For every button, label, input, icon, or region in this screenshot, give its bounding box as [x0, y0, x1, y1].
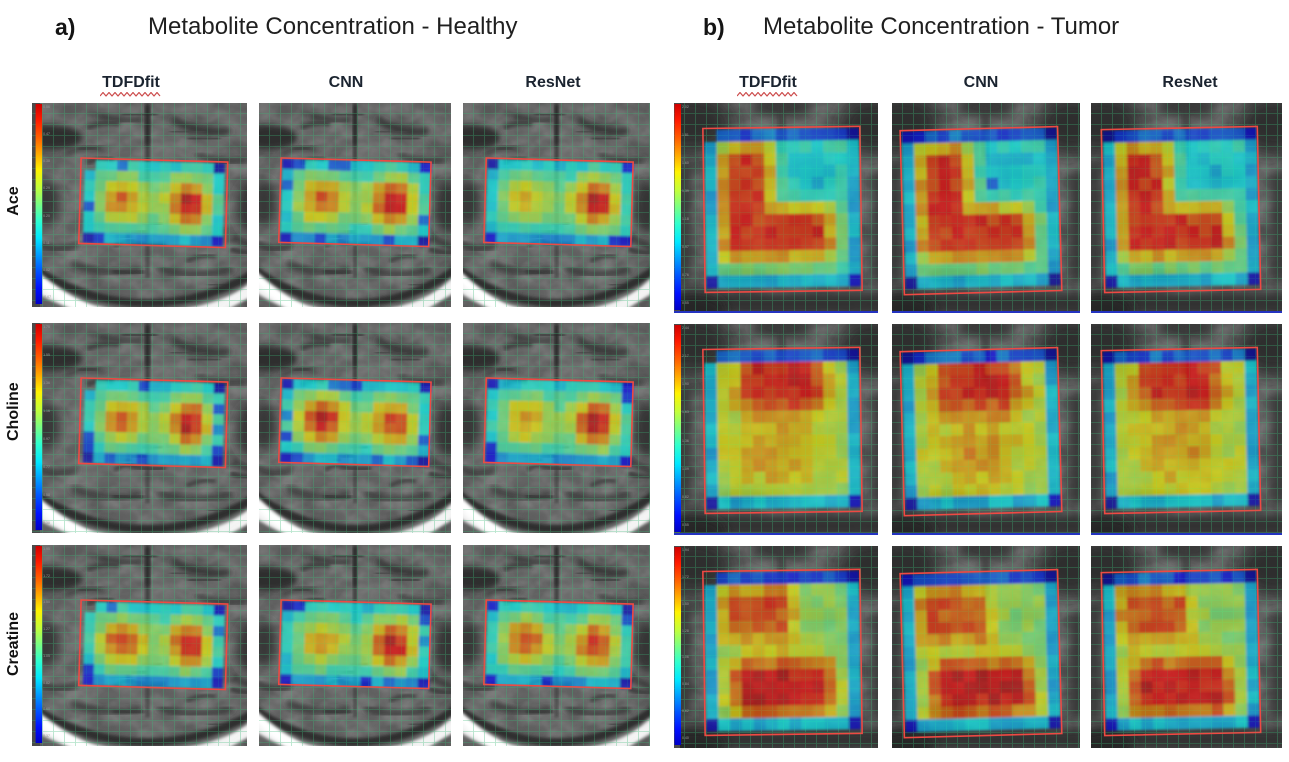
svg-text:0.56: 0.56: [43, 105, 50, 109]
svg-text:-0.07: -0.07: [43, 295, 51, 299]
svg-text:1.06: 1.06: [682, 655, 689, 659]
svg-text:1.72: 1.72: [682, 575, 689, 579]
svg-text:1.36: 1.36: [43, 381, 50, 385]
svg-text:0.82: 0.82: [682, 495, 689, 499]
svg-text:1.09: 1.09: [682, 467, 689, 471]
svg-text:0.60: 0.60: [43, 707, 50, 711]
svg-text:0.38: 0.38: [43, 159, 50, 163]
svg-text:1.05: 1.05: [43, 654, 50, 658]
svg-text:2.17: 2.17: [682, 354, 689, 358]
svg-text:0.58: 0.58: [43, 493, 50, 497]
svg-text:1.75: 1.75: [43, 325, 50, 329]
svg-text:1.18: 1.18: [682, 217, 689, 221]
svg-text:0.55: 0.55: [682, 523, 689, 527]
svg-text:0.40: 0.40: [682, 736, 689, 740]
svg-text:1.27: 1.27: [43, 627, 50, 631]
svg-text:0.55: 0.55: [682, 301, 689, 305]
svg-text:0.84: 0.84: [682, 682, 689, 686]
svg-text:0.97: 0.97: [682, 245, 689, 249]
svg-text:1.16: 1.16: [43, 409, 50, 413]
svg-text:1.36: 1.36: [682, 439, 689, 443]
svg-text:2.02: 2.02: [682, 105, 689, 109]
svg-text:1.94: 1.94: [682, 548, 689, 552]
svg-text:1.50: 1.50: [43, 600, 50, 604]
svg-text:1.63: 1.63: [682, 410, 689, 414]
svg-text:0.38: 0.38: [43, 521, 50, 525]
svg-text:1.81: 1.81: [682, 133, 689, 137]
svg-text:1.55: 1.55: [43, 353, 50, 357]
svg-text:0.82: 0.82: [43, 681, 50, 685]
svg-text:0.62: 0.62: [682, 709, 689, 713]
svg-text:1.60: 1.60: [682, 161, 689, 165]
svg-text:1.95: 1.95: [43, 547, 50, 551]
svg-text:0.02: 0.02: [43, 268, 50, 272]
svg-text:1.72: 1.72: [43, 574, 50, 578]
svg-text:0.37: 0.37: [43, 734, 50, 738]
svg-text:0.20: 0.20: [43, 214, 50, 218]
svg-text:0.97: 0.97: [43, 437, 50, 441]
svg-text:1.50: 1.50: [682, 602, 689, 606]
svg-text:2.44: 2.44: [682, 326, 689, 330]
svg-text:0.47: 0.47: [43, 132, 50, 136]
svg-text:1.28: 1.28: [682, 629, 689, 633]
svg-text:1.39: 1.39: [682, 189, 689, 193]
svg-text:0.11: 0.11: [43, 241, 50, 245]
svg-text:1.90: 1.90: [682, 382, 689, 386]
svg-text:0.76: 0.76: [682, 273, 689, 277]
svg-text:0.29: 0.29: [43, 186, 50, 190]
svg-text:0.77: 0.77: [43, 465, 50, 469]
